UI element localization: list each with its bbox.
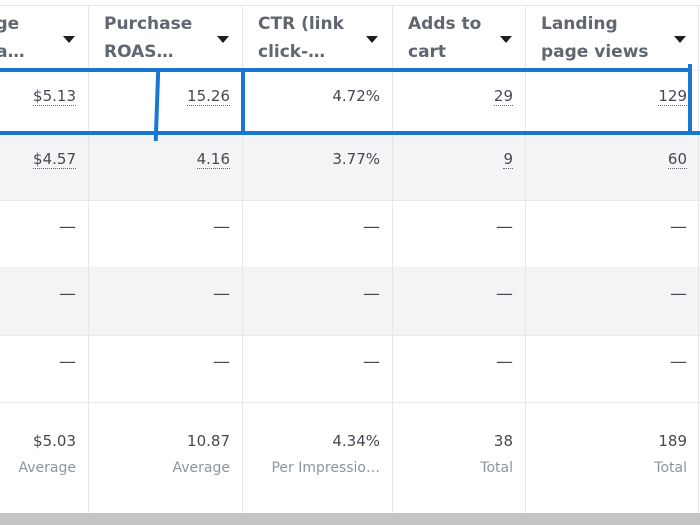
empty-value: — [363, 217, 380, 237]
table-cell: $5.13 [0, 87, 88, 106]
column-header-cost-per-purchase[interactable]: age ha… [0, 14, 25, 62]
column-divider [392, 5, 393, 513]
table-cell: 15.26 [88, 87, 242, 106]
summary-cell: 4.34% Per Impressio… [242, 432, 392, 476]
summary-cell: 38 Total [392, 432, 525, 476]
summary-value: 38 [493, 432, 513, 450]
summary-value: 10.87 [187, 432, 230, 450]
summary-label: Average [172, 460, 231, 476]
column-divider [525, 5, 526, 513]
empty-value: — [496, 352, 513, 372]
table-cell: 4.16 [88, 150, 242, 169]
table-cell: 29 [392, 87, 525, 106]
sort-caret-icon[interactable] [63, 36, 75, 43]
metric-value[interactable]: 9 [503, 150, 513, 169]
summary-cell: 10.87 Average [88, 432, 242, 476]
empty-value: — [670, 352, 687, 372]
summary-cell: $5.03 Average [0, 432, 88, 476]
table-cell: — [242, 352, 392, 372]
summary-label: Total [480, 460, 513, 476]
table-cell: 129 [525, 87, 699, 106]
table-row-bg [0, 133, 700, 201]
metric-value[interactable]: 15.26 [187, 87, 230, 106]
metric-value[interactable]: 4.72% [332, 87, 380, 105]
sort-caret-icon[interactable] [674, 36, 686, 43]
column-header-landing-page-views[interactable]: Landing page views [541, 14, 649, 62]
highlight-annotation [241, 68, 245, 135]
sort-caret-icon[interactable] [217, 36, 229, 43]
table-cell: 9 [392, 150, 525, 169]
table-cell: 3.77% [242, 150, 392, 168]
highlight-annotation [0, 131, 700, 135]
table-cell: — [525, 352, 699, 372]
table-cell: — [242, 284, 392, 304]
summary-value: 189 [658, 432, 687, 450]
empty-value: — [670, 284, 687, 304]
column-header-adds-to-cart[interactable]: Adds to cart [408, 14, 482, 62]
column-divider [698, 5, 699, 513]
summary-cell: 189 Total [525, 432, 699, 476]
table-cell: — [88, 217, 242, 237]
empty-value: — [59, 352, 76, 372]
table-cell: — [392, 284, 525, 304]
metric-value[interactable]: 4.16 [196, 150, 230, 169]
empty-value: — [670, 217, 687, 237]
column-header-purchase-roas[interactable]: Purchase ROAS… [104, 14, 193, 62]
summary-label: Total [654, 460, 687, 476]
table-cell: 60 [525, 150, 699, 169]
table-cell: — [0, 217, 88, 237]
sort-caret-icon[interactable] [500, 36, 512, 43]
table-row-bg [0, 267, 700, 336]
summary-value: $5.03 [33, 432, 76, 450]
empty-value: — [213, 352, 230, 372]
table-cell: — [88, 352, 242, 372]
empty-value: — [496, 284, 513, 304]
table-cell: — [392, 352, 525, 372]
sort-caret-icon[interactable] [366, 36, 378, 43]
table-cell: — [242, 217, 392, 237]
column-divider [88, 5, 89, 513]
empty-value: — [363, 284, 380, 304]
table-cell: 4.72% [242, 87, 392, 105]
summary-label: Per Impressio… [271, 460, 380, 476]
metric-value[interactable]: 29 [493, 87, 513, 106]
table-cell: — [0, 284, 88, 304]
metric-value[interactable]: 129 [658, 87, 687, 106]
table-cell: — [525, 284, 699, 304]
table-cell: $4.57 [0, 150, 88, 169]
table-cell: — [392, 217, 525, 237]
empty-value: — [59, 217, 76, 237]
divider [0, 402, 700, 403]
highlight-annotation [0, 68, 692, 72]
table-cell: — [0, 352, 88, 372]
summary-value: 4.34% [332, 432, 380, 450]
empty-value: — [496, 217, 513, 237]
metric-value[interactable]: $5.13 [33, 87, 76, 106]
metric-value[interactable]: 60 [667, 150, 687, 169]
table-cell: — [525, 217, 699, 237]
column-divider [242, 5, 243, 513]
column-header-ctr[interactable]: CTR (link click-… [258, 14, 344, 62]
metric-value[interactable]: $4.57 [33, 150, 76, 169]
empty-value: — [213, 284, 230, 304]
summary-label: Average [18, 460, 77, 476]
highlight-annotation [688, 64, 692, 135]
ads-metrics-table [0, 5, 700, 514]
horizontal-scrollbar[interactable] [0, 513, 700, 525]
empty-value: — [213, 217, 230, 237]
empty-value: — [59, 284, 76, 304]
table-cell: — [88, 284, 242, 304]
metric-value[interactable]: 3.77% [332, 150, 380, 168]
empty-value: — [363, 352, 380, 372]
